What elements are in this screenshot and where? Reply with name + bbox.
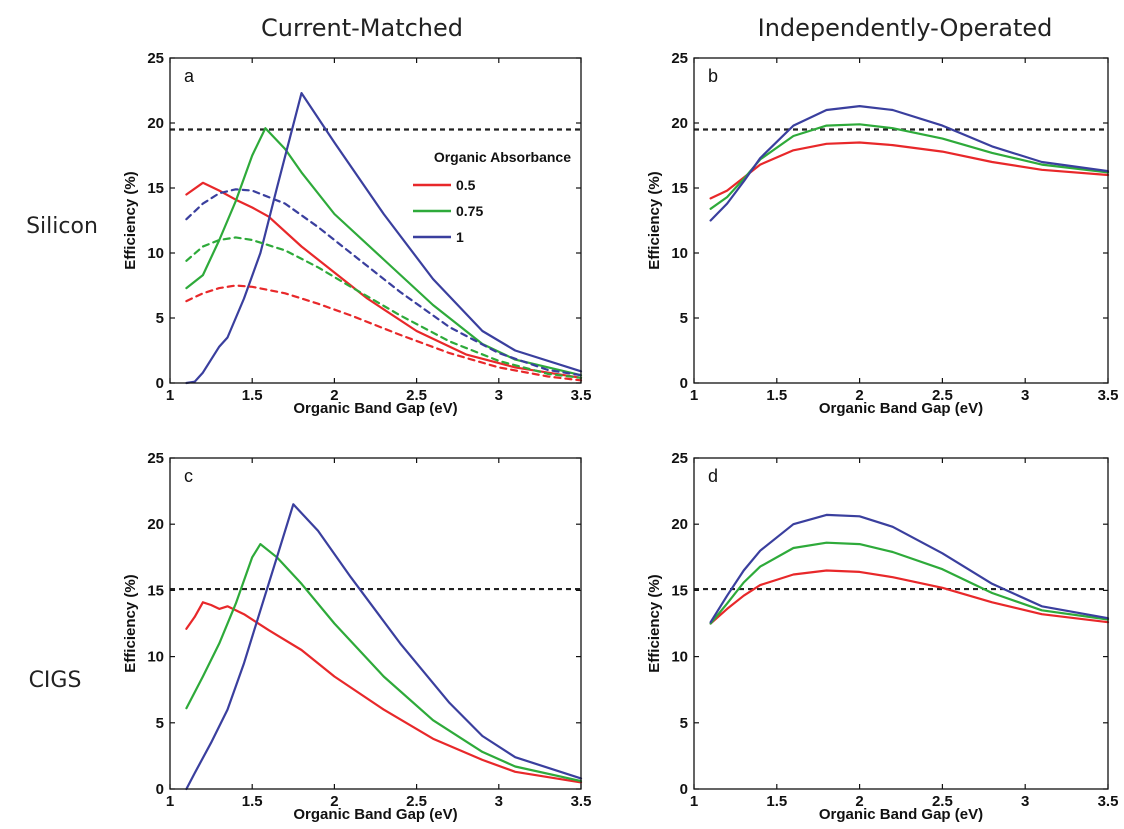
y-tick-label: 15	[147, 582, 164, 599]
x-tick-label: 2	[330, 793, 338, 810]
x-tick-label: 1.5	[242, 793, 263, 810]
x-axis-label: Organic Band Gap (eV)	[819, 400, 983, 417]
x-tick-label: 3	[1021, 793, 1029, 810]
series-line-0.5	[709, 141, 1110, 200]
plot-frame	[693, 457, 1109, 790]
plot-frame	[169, 57, 582, 384]
x-tick-label: 3	[495, 793, 503, 810]
y-tick-label: 10	[671, 649, 688, 666]
x-tick-label: 3.5	[571, 793, 592, 810]
panel-c: 1 1.5 2 2.5 3 3.5 0 5 10 15 20 25 Organic Band Gap (…	[122, 450, 591, 823]
y-tick-label: 5	[680, 310, 688, 327]
x-axis-label: Organic Band Gap (eV)	[819, 806, 983, 823]
series-line-1	[709, 104, 1110, 222]
panel-a: 1 1.5 2 2.5 3 3.5 0 5 10 15 20 25 Organic Band Gap (…	[122, 50, 591, 417]
y-tick-label: 25	[147, 450, 164, 467]
panel-d: 1 1.5 2 2.5 3 3.5 0 5 10 15 20 25 Organic Band Gap (…	[646, 450, 1118, 823]
series-line-0.75	[185, 542, 583, 783]
series-line-0.75	[709, 123, 1110, 210]
x-tick-label: 3	[495, 387, 503, 404]
y-tick-label: 0	[680, 375, 688, 392]
legend-title: Organic Absorbance	[434, 149, 571, 165]
panel-letter-d: d	[708, 466, 718, 486]
series-line-0.5	[185, 601, 583, 784]
y-tick-label: 5	[680, 715, 688, 732]
series-line-1	[185, 91, 583, 385]
y-tick-label: 0	[680, 781, 688, 798]
x-tick-label: 2.5	[932, 793, 953, 810]
x-tick-label: 3.5	[1098, 387, 1119, 404]
y-tick-label: 10	[147, 649, 164, 666]
y-tick-label: 5	[156, 310, 164, 327]
plot-frame	[169, 457, 582, 790]
x-tick-label: 1	[690, 793, 698, 810]
x-tick-label: 2.5	[932, 387, 953, 404]
y-tick-label: 25	[671, 450, 688, 467]
y-tick-label: 15	[671, 180, 688, 197]
x-axis-label: Organic Band Gap (eV)	[293, 806, 457, 823]
x-tick-label: 1.5	[766, 387, 787, 404]
legend-label-0.5: 0.5	[456, 177, 476, 193]
y-axis-label: Efficiency (%)	[122, 574, 139, 672]
column-title-current-matched: Current-Matched	[261, 14, 463, 42]
series-line-0.5-dashed	[185, 284, 583, 382]
y-tick-label: 10	[147, 245, 164, 262]
x-tick-label: 1	[690, 387, 698, 404]
series-line-1	[709, 513, 1110, 624]
x-tick-label: 1	[166, 387, 174, 404]
legend: Organic Absorbance 0.5 0.75 1	[413, 149, 571, 245]
row-label-silicon: Silicon	[26, 214, 98, 239]
y-tick-label: 0	[156, 375, 164, 392]
x-tick-label: 2	[855, 793, 863, 810]
y-axis-label: Efficiency (%)	[122, 171, 139, 269]
series-line-0.75	[185, 127, 583, 377]
series-line-0.5	[185, 181, 583, 379]
series-line-0.75-dashed	[185, 236, 583, 379]
y-tick-label: 5	[156, 715, 164, 732]
x-tick-label: 1.5	[242, 387, 263, 404]
legend-label-0.75: 0.75	[456, 203, 483, 219]
y-tick-label: 0	[156, 781, 164, 798]
y-axis-label: Efficiency (%)	[646, 171, 663, 269]
legend-label-1: 1	[456, 229, 464, 245]
x-tick-label: 2.5	[406, 793, 427, 810]
panel-letter-a: a	[184, 66, 195, 86]
panel-letter-b: b	[708, 66, 718, 86]
y-tick-label: 25	[147, 50, 164, 67]
row-label-cigs: CIGS	[29, 668, 82, 693]
x-tick-label: 2	[330, 387, 338, 404]
column-title-independently-operated: Independently-Operated	[758, 14, 1053, 42]
x-tick-label: 2	[855, 387, 863, 404]
panel-letter-c: c	[184, 466, 193, 486]
x-tick-label: 2.5	[406, 387, 427, 404]
y-tick-label: 20	[671, 516, 688, 533]
series-line-0.5	[709, 569, 1110, 625]
x-axis-label: Organic Band Gap (eV)	[293, 400, 457, 417]
y-tick-label: 15	[147, 180, 164, 197]
x-tick-label: 3.5	[571, 387, 592, 404]
y-axis-label: Efficiency (%)	[646, 574, 663, 672]
y-tick-label: 25	[671, 50, 688, 67]
x-tick-label: 1	[166, 793, 174, 810]
plot-frame	[693, 57, 1109, 384]
x-tick-label: 3.5	[1098, 793, 1119, 810]
y-tick-label: 20	[671, 115, 688, 132]
series-line-1	[185, 503, 583, 791]
panel-b: 1 1.5 2 2.5 3 3.5 0 5 10 15 20 25 Organic Band Gap (…	[646, 50, 1118, 417]
y-tick-label: 10	[671, 245, 688, 262]
series-line-0.75	[709, 541, 1110, 625]
y-tick-label: 15	[671, 582, 688, 599]
x-tick-label: 1.5	[766, 793, 787, 810]
y-tick-label: 20	[147, 115, 164, 132]
x-tick-label: 3	[1021, 387, 1029, 404]
y-tick-label: 20	[147, 516, 164, 533]
series-line-1-dashed	[185, 188, 583, 377]
